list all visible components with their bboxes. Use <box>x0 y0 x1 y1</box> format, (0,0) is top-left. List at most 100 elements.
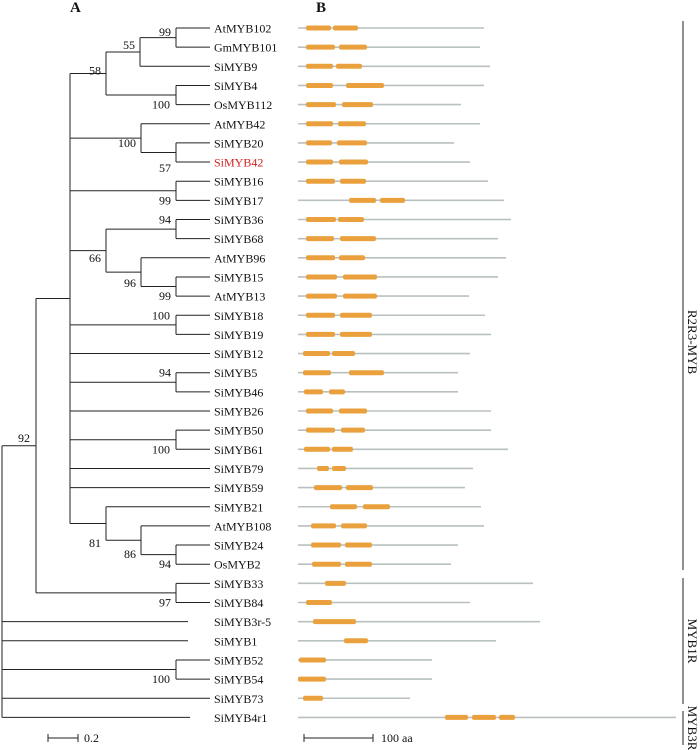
bootstrap-value: 94 <box>159 366 171 380</box>
taxon-label: SiMYB19 <box>214 328 263 342</box>
myb-domain <box>349 197 376 203</box>
taxon-label: SiMYB21 <box>214 500 263 514</box>
myb-domain <box>306 236 334 242</box>
protein-structure <box>298 561 451 567</box>
taxon-label: SiMYB59 <box>214 481 263 495</box>
bootstrap-value: 96 <box>124 276 136 290</box>
taxon-label: SiMYB33 <box>214 577 263 591</box>
protein-structure <box>298 274 498 280</box>
protein-structure <box>298 236 498 242</box>
myb-domain <box>306 140 332 146</box>
subfamily-brackets: R2R3-MYB MYB1R MYB3R <box>682 21 700 750</box>
myb-domain <box>311 523 336 529</box>
protein-structure <box>298 485 465 491</box>
protein-scale-bar: 100 aa <box>303 731 413 745</box>
scale-label: 100 aa <box>381 731 413 745</box>
myb-domain <box>380 197 405 203</box>
protein-structure <box>298 197 504 203</box>
myb-domain <box>303 351 330 357</box>
bootstrap-value: 55 <box>123 38 135 52</box>
myb-domain <box>340 236 376 242</box>
taxon-label: SiMYB73 <box>214 692 263 706</box>
myb-domain <box>349 370 384 376</box>
protein-structure <box>298 408 491 414</box>
taxon-label: SiMYB12 <box>214 347 263 361</box>
protein-structure <box>298 121 480 127</box>
tree-scale-bar: 0.2 <box>47 731 99 745</box>
myb-domain <box>343 274 377 280</box>
taxon-label: SiMYB84 <box>214 596 263 610</box>
taxon-label: SiMYB68 <box>214 232 263 246</box>
myb-domain <box>363 504 390 510</box>
protein-structure <box>298 25 484 31</box>
myb-domain <box>306 82 333 88</box>
myb-domain <box>306 102 336 108</box>
protein-structure <box>298 389 458 395</box>
protein-structure <box>298 676 432 682</box>
taxon-label: SiMYB3r-5 <box>214 615 271 629</box>
myb-domain <box>306 274 337 280</box>
myb-domain <box>299 657 326 663</box>
myb-domain <box>499 714 515 720</box>
myb-domain <box>306 331 335 337</box>
taxon-label: SiMYB54 <box>214 673 263 687</box>
taxon-label: AtMYB102 <box>214 22 271 36</box>
myb-domain <box>346 82 384 88</box>
taxon-label: SiMYB5 <box>214 366 257 380</box>
myb-domain <box>306 121 333 127</box>
protein-structure <box>298 140 454 146</box>
taxon-label: SiMYB1 <box>214 634 257 648</box>
taxon-labels: AtMYB102 GmMYB101 SiMYB9 SiMYB4 OsMYB112 AtMY… <box>214 22 277 725</box>
myb-domain <box>341 427 365 433</box>
bootstrap-value: 81 <box>89 536 101 550</box>
myb-domain <box>341 523 367 529</box>
protein-structure <box>298 580 533 586</box>
myb-domain <box>339 255 365 261</box>
myb-domain <box>306 178 335 184</box>
myb-domain <box>333 25 358 31</box>
protein-structure <box>298 159 470 165</box>
bootstrap-value: 100 <box>152 442 170 456</box>
myb-domain <box>306 44 335 50</box>
myb-domain <box>338 217 364 222</box>
myb-domain <box>339 44 367 50</box>
protein-structure <box>298 82 484 88</box>
bootstrap-value: 58 <box>89 63 101 77</box>
panel-label-a: A <box>70 0 81 16</box>
protein-structure <box>298 44 480 50</box>
myb-domain <box>306 293 337 299</box>
myb-domain <box>332 446 353 452</box>
myb-domain <box>340 331 372 337</box>
bootstrap-value: 100 <box>152 672 170 686</box>
myb-domain <box>306 312 335 318</box>
myb-domain <box>298 676 326 682</box>
bootstrap-value: 100 <box>152 98 170 112</box>
taxon-label: AtMYB96 <box>214 251 265 265</box>
myb-domain <box>325 580 346 586</box>
myb-domain <box>312 561 341 567</box>
taxon-label: AtMYB42 <box>214 117 265 131</box>
protein-structure <box>298 446 508 452</box>
myb-domain <box>342 102 373 108</box>
protein-structure <box>298 542 458 548</box>
myb-domain <box>306 63 333 69</box>
bootstrap-value: 99 <box>159 193 171 207</box>
protein-structure <box>298 178 488 184</box>
taxon-label: SiMYB18 <box>214 309 263 323</box>
myb-domain <box>306 408 333 414</box>
myb-domain <box>339 159 368 165</box>
bootstrap-value: 99 <box>159 289 171 303</box>
myb-domain <box>337 140 367 146</box>
protein-structure <box>298 638 496 644</box>
myb-domain <box>330 504 357 510</box>
protein-structure <box>298 293 469 299</box>
myb-domain <box>329 389 345 395</box>
myb-domain <box>306 25 331 31</box>
protein-structure <box>298 312 485 318</box>
myb-domain <box>306 427 335 433</box>
myb-domain <box>306 255 335 261</box>
scale-bars: 0.2 100 aa <box>47 731 413 745</box>
myb-domain <box>345 542 372 548</box>
myb-domain <box>344 638 368 644</box>
myb-domain <box>345 561 372 567</box>
